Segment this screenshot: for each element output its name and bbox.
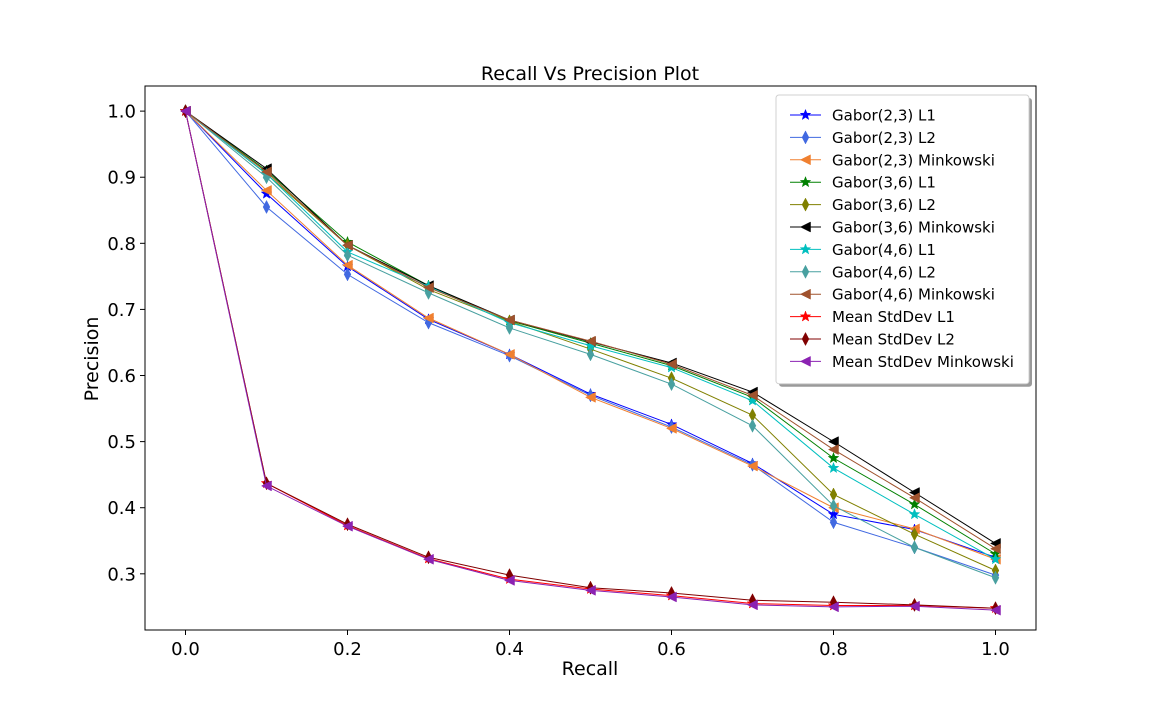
data-point — [908, 492, 920, 504]
data-point — [586, 347, 595, 362]
data-point — [829, 498, 838, 513]
legend-marker — [799, 288, 811, 300]
data-point — [343, 248, 352, 263]
legend-box — [775, 94, 1030, 385]
data-point — [827, 601, 839, 613]
data-point — [746, 599, 758, 611]
data-point — [262, 199, 271, 215]
data-point — [341, 520, 353, 532]
x-tick-label: 0.8 — [819, 639, 848, 660]
data-point — [989, 553, 1002, 565]
x-tick-label: 0.0 — [171, 639, 200, 660]
legend-label: Mean StdDev L2 — [832, 331, 955, 349]
legend-marker — [799, 310, 812, 322]
data-point — [908, 508, 921, 520]
data-point — [910, 540, 919, 555]
x-tick-label: 0.4 — [495, 639, 524, 660]
x-tick-label: 1.0 — [981, 639, 1010, 660]
data-point — [260, 480, 272, 492]
data-point — [908, 600, 920, 612]
data-point — [584, 584, 596, 596]
data-point — [179, 105, 191, 117]
legend-label: Gabor(2,3) Minkowski — [832, 151, 995, 169]
chart-title: Recall Vs Precision Plot — [481, 63, 699, 85]
legend: Gabor(2,3) L1 Gabor(2,3) L2 Gabor(2,3) Min… — [775, 94, 1032, 387]
data-point — [341, 259, 353, 271]
data-point — [746, 389, 758, 401]
legend-marker — [801, 331, 810, 347]
data-point — [503, 575, 515, 586]
data-point — [505, 320, 514, 335]
data-point — [422, 312, 434, 324]
plot-area: 0.0 0.2 0.4 0.6 0.8 1.0 0.3 0.4 0.5 0.6 0.7 0.8 0.9 1… — [107, 85, 1037, 660]
legend-marker — [799, 355, 811, 367]
legend-label: Mean StdDev L1 — [832, 308, 955, 326]
data-point — [343, 267, 352, 282]
legend-label: Gabor(2,3) L1 — [832, 107, 936, 125]
data-point — [748, 418, 757, 433]
legend-label: Gabor(4,6) L1 — [832, 241, 936, 259]
data-point — [503, 314, 515, 326]
data-point — [989, 604, 1001, 616]
y-tick-label: 0.3 — [107, 564, 136, 585]
y-tick-label: 0.8 — [107, 234, 136, 255]
y-tick-label: 0.9 — [107, 168, 136, 189]
data-point — [503, 348, 515, 360]
data-point — [908, 498, 921, 510]
y-tick-label: 0.7 — [107, 300, 136, 321]
data-point — [827, 451, 840, 464]
data-point — [746, 460, 758, 472]
data-point — [665, 591, 677, 603]
y-tick-label: 0.6 — [107, 366, 136, 387]
legend-label: Gabor(4,6) L2 — [832, 263, 936, 281]
data-point — [584, 391, 596, 403]
series-11 — [179, 105, 1001, 616]
data-point — [260, 166, 272, 178]
y-tick-label: 0.4 — [107, 498, 136, 519]
data-point — [827, 436, 839, 448]
legend-marker — [799, 175, 812, 188]
legend-marker — [799, 154, 811, 166]
axes-frame — [144, 85, 1037, 631]
y-tick-label: 0.5 — [107, 432, 136, 453]
x-tick-label: 0.2 — [333, 639, 362, 660]
data-point — [991, 570, 1000, 585]
data-point — [422, 282, 434, 294]
legend-marker — [801, 264, 810, 279]
data-point — [827, 444, 839, 455]
legend-marker — [799, 108, 812, 121]
data-point — [667, 377, 676, 392]
legend-label: Gabor(3,6) L2 — [832, 196, 936, 214]
legend-label: Gabor(4,6) Minkowski — [832, 286, 995, 304]
legend-marker — [801, 197, 810, 212]
data-point — [341, 239, 353, 251]
data-point — [665, 422, 677, 434]
data-point — [584, 335, 596, 347]
legend-marker — [799, 243, 812, 255]
legend-label: Gabor(3,6) Minkowski — [832, 219, 995, 237]
x-tick-label: 0.6 — [657, 639, 686, 660]
y-tick-label: 1.0 — [107, 102, 136, 123]
data-point — [829, 515, 838, 530]
y-axis-label: Precision — [81, 317, 103, 402]
data-point — [665, 358, 677, 370]
data-point — [260, 185, 272, 196]
legend-marker — [799, 221, 811, 233]
legend-label: Mean StdDev Minkowski — [832, 353, 1014, 371]
data-point — [827, 461, 840, 474]
legend-label: Gabor(2,3) L2 — [832, 129, 936, 147]
legend-marker — [801, 130, 810, 145]
data-point — [422, 553, 434, 565]
legend-label: Gabor(3,6) L1 — [832, 174, 936, 192]
x-axis-label: Recall — [562, 658, 619, 680]
data-point — [989, 543, 1001, 555]
